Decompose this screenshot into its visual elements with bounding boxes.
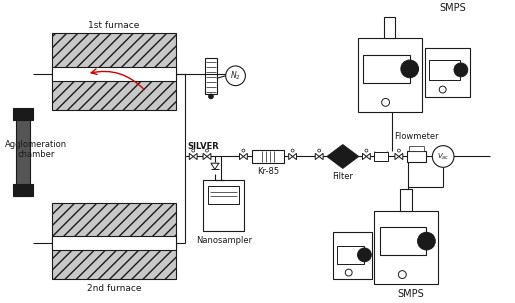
Polygon shape xyxy=(293,153,297,160)
Bar xyxy=(16,110,30,196)
Polygon shape xyxy=(239,153,244,160)
Circle shape xyxy=(209,94,213,99)
Bar xyxy=(53,67,176,81)
Polygon shape xyxy=(193,153,197,160)
Polygon shape xyxy=(203,153,207,160)
Circle shape xyxy=(432,146,454,167)
Bar xyxy=(380,227,426,255)
Bar xyxy=(53,33,176,110)
Polygon shape xyxy=(289,153,293,160)
Bar xyxy=(374,152,388,161)
Text: SILVER: SILVER xyxy=(187,142,219,151)
Circle shape xyxy=(382,98,389,106)
Bar xyxy=(357,38,421,112)
Circle shape xyxy=(399,271,406,278)
Circle shape xyxy=(365,149,368,152)
Circle shape xyxy=(398,149,400,152)
Circle shape xyxy=(226,66,245,86)
Bar xyxy=(337,246,365,264)
Bar xyxy=(430,60,460,80)
Bar xyxy=(13,184,33,196)
Polygon shape xyxy=(190,153,193,160)
Circle shape xyxy=(345,269,352,276)
Polygon shape xyxy=(366,153,370,160)
Text: SMPS: SMPS xyxy=(439,3,466,13)
Bar xyxy=(409,146,424,151)
Circle shape xyxy=(192,149,195,152)
Circle shape xyxy=(439,86,446,93)
Circle shape xyxy=(454,63,468,77)
Text: Flowmeter: Flowmeter xyxy=(394,132,439,141)
Text: 1st furnace: 1st furnace xyxy=(88,21,140,29)
Bar xyxy=(203,180,245,231)
Polygon shape xyxy=(211,163,219,169)
Circle shape xyxy=(318,149,321,152)
Circle shape xyxy=(205,149,209,152)
Circle shape xyxy=(357,248,371,262)
Polygon shape xyxy=(363,153,366,160)
Bar xyxy=(205,58,217,95)
Bar xyxy=(333,232,372,279)
Polygon shape xyxy=(399,153,403,160)
Text: Agglomeration
chamber: Agglomeration chamber xyxy=(5,140,67,159)
Polygon shape xyxy=(315,153,319,160)
Text: SMPS: SMPS xyxy=(398,289,424,299)
Circle shape xyxy=(242,149,245,152)
Polygon shape xyxy=(207,153,211,160)
Bar xyxy=(364,55,410,83)
Polygon shape xyxy=(244,153,247,160)
Bar xyxy=(53,203,176,279)
Circle shape xyxy=(418,232,435,250)
Bar xyxy=(208,186,239,204)
Bar xyxy=(13,108,33,120)
Text: Filter: Filter xyxy=(332,172,353,181)
Bar xyxy=(400,189,412,211)
Text: Nanosampler: Nanosampler xyxy=(196,236,252,245)
Polygon shape xyxy=(327,145,358,168)
Text: $N_2$: $N_2$ xyxy=(230,69,241,82)
Text: 2nd furnace: 2nd furnace xyxy=(87,285,141,293)
Bar xyxy=(407,151,426,162)
Text: $V_{ac}$: $V_{ac}$ xyxy=(437,152,450,161)
Circle shape xyxy=(291,149,294,152)
Circle shape xyxy=(401,60,419,78)
Bar xyxy=(374,211,438,285)
Polygon shape xyxy=(395,153,399,160)
Bar xyxy=(425,48,470,98)
Bar xyxy=(252,150,284,163)
Text: Kr-85: Kr-85 xyxy=(257,167,279,176)
Bar xyxy=(53,236,176,250)
Bar xyxy=(384,17,396,38)
Polygon shape xyxy=(319,153,323,160)
